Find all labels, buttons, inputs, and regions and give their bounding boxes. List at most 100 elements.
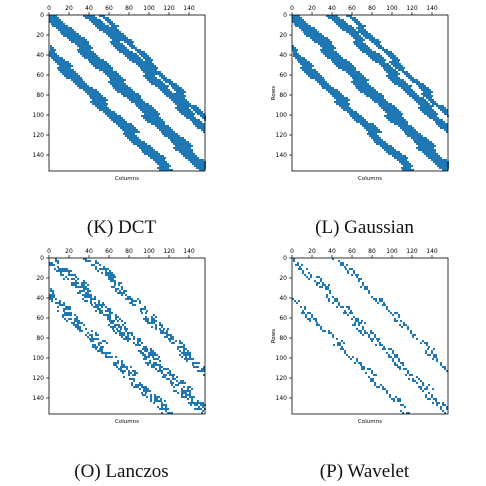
spy-cell bbox=[198, 167, 200, 169]
spy-cell bbox=[105, 31, 107, 33]
spy-cell bbox=[183, 99, 185, 101]
spy-cell bbox=[99, 107, 101, 109]
spy-cell bbox=[310, 71, 312, 73]
spy-cell bbox=[97, 25, 99, 27]
spy-cell bbox=[190, 159, 192, 161]
spy-cell bbox=[407, 370, 409, 372]
spy-cell bbox=[151, 115, 153, 117]
spy-cell bbox=[322, 35, 324, 37]
spy-cell bbox=[356, 71, 358, 73]
spy-cell bbox=[62, 274, 64, 276]
spy-cell bbox=[369, 39, 371, 41]
spy-cell bbox=[178, 93, 180, 95]
spy-cell bbox=[197, 107, 199, 109]
spy-cell bbox=[364, 332, 366, 334]
spy-cell bbox=[408, 127, 410, 129]
spy-cell bbox=[131, 139, 133, 141]
spy-cell bbox=[192, 161, 194, 163]
spy-cell bbox=[332, 87, 334, 89]
spy-cell bbox=[306, 73, 308, 75]
spy-cell bbox=[339, 59, 341, 61]
spy-cell bbox=[379, 344, 381, 346]
spy-cell bbox=[197, 111, 199, 113]
spy-cell bbox=[93, 19, 95, 21]
spy-cell bbox=[374, 59, 376, 61]
panel-k-dct: 0 20 40 60 80 100 120 140 0 20 40 60 80 100 120 140 Colu… bbox=[0, 0, 243, 243]
spy-cell bbox=[135, 93, 137, 95]
spy-cell bbox=[118, 37, 120, 39]
spy-cell bbox=[175, 97, 177, 99]
spy-cell bbox=[350, 73, 352, 75]
spy-cell bbox=[312, 65, 314, 67]
spy-cell bbox=[155, 73, 157, 75]
spy-cell bbox=[66, 75, 68, 77]
spy-cell bbox=[183, 390, 185, 392]
spy-cell bbox=[146, 65, 148, 67]
spy-cell bbox=[414, 97, 416, 99]
spy-cell bbox=[94, 101, 96, 103]
spy-cell bbox=[155, 83, 157, 85]
spy-cell bbox=[351, 318, 353, 320]
spy-cell bbox=[321, 83, 323, 85]
spy-cell bbox=[175, 390, 177, 392]
spy-cell bbox=[347, 109, 349, 111]
spy-cell bbox=[369, 368, 371, 370]
spy-cell bbox=[182, 89, 184, 91]
spy-cell bbox=[121, 362, 123, 364]
spy-cell bbox=[94, 53, 96, 55]
spy-cell bbox=[313, 29, 315, 31]
spy-cell bbox=[314, 280, 316, 282]
spy-cell bbox=[410, 127, 412, 129]
spy-cell bbox=[69, 63, 71, 65]
spy-cell bbox=[105, 107, 107, 109]
spy-cell bbox=[64, 314, 66, 316]
spy-cell bbox=[368, 55, 370, 57]
spy-cell bbox=[316, 41, 318, 43]
spy-cell bbox=[342, 29, 344, 31]
spy-cell bbox=[188, 159, 190, 161]
spy-cell bbox=[51, 23, 53, 25]
spy-cell bbox=[90, 296, 92, 298]
spy-cell bbox=[152, 63, 154, 65]
spy-cell bbox=[389, 65, 391, 67]
spy-cell bbox=[414, 380, 416, 382]
spy-cell bbox=[430, 151, 432, 153]
spy-cell bbox=[141, 386, 143, 388]
spy-cell bbox=[336, 63, 338, 65]
spy-cell bbox=[99, 69, 101, 71]
spy-cell bbox=[444, 113, 446, 115]
spy-cell bbox=[359, 83, 361, 85]
spy-cell bbox=[77, 326, 79, 328]
spy-cell bbox=[426, 111, 428, 113]
spy-cell bbox=[126, 366, 128, 368]
spy-cell bbox=[113, 71, 115, 73]
spy-cell bbox=[159, 360, 161, 362]
spy-cell bbox=[95, 262, 97, 264]
spy-cell bbox=[340, 65, 342, 67]
spy-cell bbox=[368, 125, 370, 127]
spy-cell bbox=[192, 358, 194, 360]
spy-cell bbox=[362, 27, 364, 29]
spy-cell bbox=[141, 145, 143, 147]
spy-cell bbox=[430, 141, 432, 143]
spy-cell bbox=[148, 111, 150, 113]
spy-cell bbox=[161, 402, 163, 404]
spy-cell bbox=[363, 35, 365, 37]
spy-cell bbox=[170, 382, 172, 384]
spy-cell bbox=[399, 400, 401, 402]
spy-cell bbox=[179, 141, 181, 143]
spy-cell bbox=[360, 115, 362, 117]
spy-cell bbox=[64, 29, 66, 31]
spy-cell bbox=[122, 79, 124, 81]
spy-cell bbox=[328, 298, 330, 300]
spy-cell bbox=[310, 73, 312, 75]
spy-cell bbox=[387, 105, 389, 107]
spy-cell bbox=[348, 65, 350, 67]
spy-cell bbox=[163, 77, 165, 79]
spy-cell bbox=[382, 95, 384, 97]
spy-cell bbox=[127, 133, 129, 135]
spy-cell bbox=[320, 75, 322, 77]
spy-cell bbox=[102, 59, 104, 61]
spy-cell bbox=[185, 145, 187, 147]
spy-cell bbox=[98, 344, 100, 346]
